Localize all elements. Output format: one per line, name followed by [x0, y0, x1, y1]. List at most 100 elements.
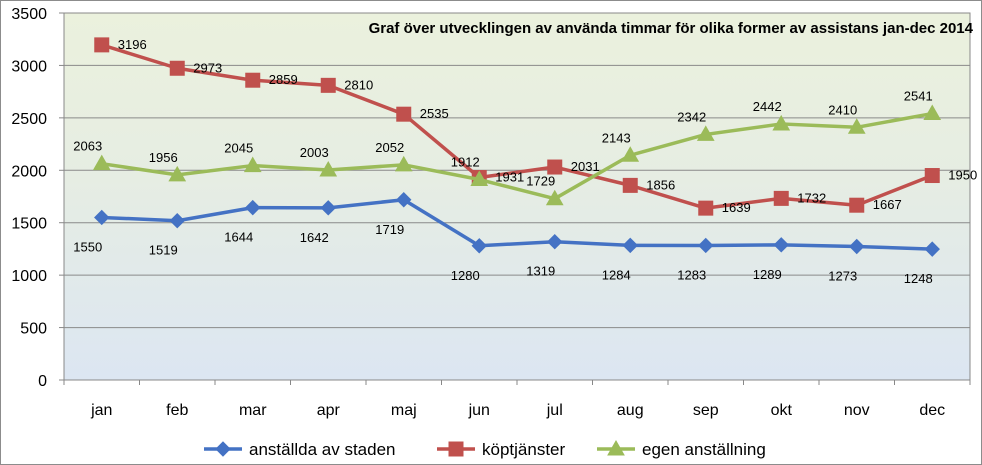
series-line	[101, 111, 933, 201]
data-point	[545, 189, 564, 206]
data-label: 1550	[73, 239, 102, 254]
data-point	[396, 106, 412, 122]
data-label: 2031	[571, 159, 600, 174]
y-tick-label: 1500	[11, 216, 47, 233]
data-point	[773, 237, 789, 253]
data-label: 2410	[828, 102, 857, 117]
data-label: 1273	[828, 269, 857, 284]
data-label: 1912	[451, 155, 480, 170]
data-point	[243, 156, 262, 173]
data-point	[245, 72, 261, 88]
data-label: 1856	[646, 177, 675, 192]
data-point	[547, 233, 563, 250]
data-point	[394, 155, 413, 172]
legend-label: egen anställning	[642, 440, 766, 459]
data-label: 2003	[300, 145, 329, 160]
data-point	[168, 165, 187, 182]
y-tick-label: 3000	[11, 58, 47, 75]
x-tick-label: mar	[239, 402, 267, 419]
x-tick-label: apr	[317, 402, 341, 419]
data-label: 1248	[904, 271, 933, 286]
data-point	[94, 37, 110, 53]
data-label: 1289	[753, 267, 782, 282]
x-tick-label: jul	[546, 402, 563, 419]
data-label: 1956	[149, 150, 178, 165]
data-label: 1283	[677, 267, 706, 282]
y-tick-label: 1000	[11, 268, 47, 285]
data-point	[924, 241, 940, 257]
legend-item: köptjänster	[437, 440, 565, 459]
x-tick-label: nov	[844, 402, 870, 419]
data-label: 1284	[602, 267, 631, 282]
x-tick-label: aug	[617, 402, 644, 419]
gridlines	[64, 64, 970, 329]
data-point	[622, 177, 638, 193]
data-point	[772, 114, 791, 131]
legend-item: egen anställning	[597, 439, 766, 459]
y-axis: 0 500 1000 1500 2000 2500 3000 3500	[11, 6, 64, 390]
x-tick-label: maj	[391, 402, 417, 419]
series-line	[101, 198, 933, 251]
data-point	[320, 200, 336, 216]
data-labels: 1550 1519 1644 1642 1719 1280 1319 1284 1283 1289…	[73, 37, 977, 286]
y-tick-label: 2500	[11, 111, 47, 128]
data-point	[696, 125, 715, 141]
data-point	[847, 118, 866, 134]
data-point	[849, 197, 865, 213]
legend-item: anställda av staden	[204, 440, 396, 459]
data-point	[319, 160, 338, 177]
data-point	[924, 168, 940, 184]
data-label: 1719	[375, 222, 404, 237]
data-label: 1931	[495, 170, 524, 185]
x-axis: jan feb mar apr maj jun jul aug sep okt nov dec	[63, 380, 971, 419]
y-tick-label: 0	[38, 373, 47, 390]
legend-label: anställda av staden	[249, 440, 396, 459]
data-label: 2045	[224, 141, 253, 156]
data-label: 1519	[149, 243, 178, 258]
data-label: 1729	[526, 174, 555, 189]
legend-marker	[607, 439, 625, 456]
data-point	[923, 104, 942, 121]
chart-title: Graf över utvecklingen av använda timmar…	[369, 20, 974, 37]
series	[92, 37, 942, 257]
data-point	[622, 237, 638, 254]
data-point	[698, 237, 714, 254]
y-tick-label: 500	[20, 321, 47, 338]
data-point	[849, 238, 865, 255]
legend: anställda av staden köptjänster egen anstä…	[204, 439, 766, 459]
data-label: 1319	[526, 264, 555, 279]
data-label: 2143	[602, 130, 631, 145]
data-point	[92, 154, 111, 171]
legend-marker	[448, 441, 464, 457]
x-tick-label: feb	[166, 402, 188, 419]
data-label: 2342	[677, 109, 706, 124]
data-label: 2541	[904, 89, 933, 104]
data-label: 3196	[118, 37, 147, 52]
data-label: 2810	[344, 77, 373, 92]
data-label: 1280	[451, 268, 480, 283]
data-point	[245, 199, 261, 216]
data-label: 1667	[873, 197, 902, 212]
series-0	[94, 192, 940, 257]
data-label: 2859	[269, 72, 298, 87]
data-label: 2973	[193, 60, 222, 75]
data-label: 2063	[73, 139, 102, 154]
data-point	[621, 146, 640, 162]
data-label: 2535	[420, 106, 449, 121]
x-tick-label: jun	[468, 402, 490, 419]
data-point	[698, 200, 714, 216]
legend-marker	[215, 441, 231, 457]
data-point	[169, 60, 185, 76]
data-label: 1732	[797, 190, 826, 205]
series-line	[101, 43, 933, 210]
data-point	[773, 190, 789, 206]
legend-label: köptjänster	[482, 440, 565, 459]
data-label: 2442	[753, 99, 782, 114]
data-label: 1642	[300, 230, 329, 245]
x-tick-label: sep	[693, 402, 719, 419]
data-label: 1950	[948, 168, 977, 183]
x-tick-label: jan	[90, 402, 112, 419]
series-2	[92, 104, 942, 206]
data-point	[547, 159, 563, 175]
